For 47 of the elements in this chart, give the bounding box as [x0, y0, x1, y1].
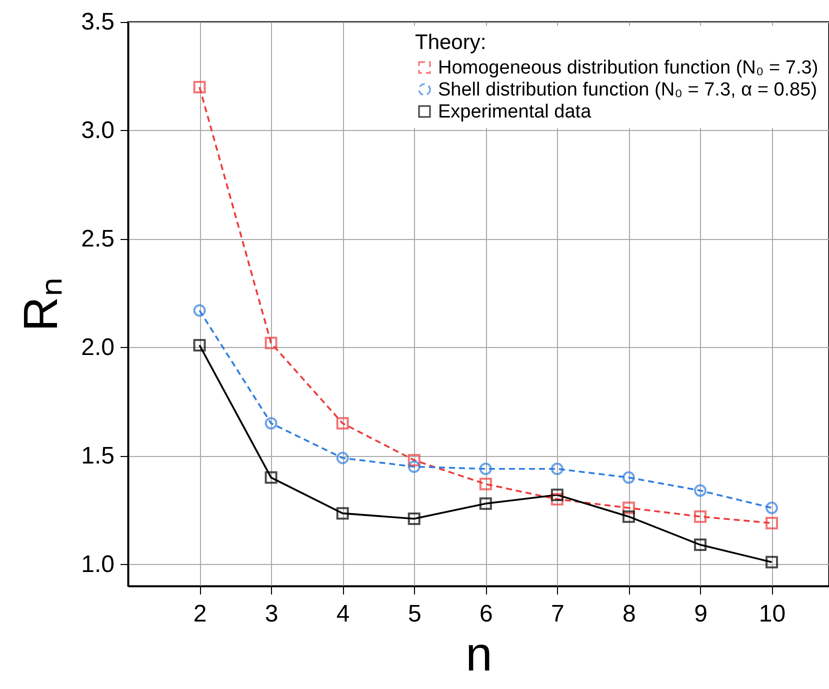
y-tick-label: 3.5	[81, 8, 114, 36]
point	[336, 452, 349, 464]
x-tick-label: 3	[264, 600, 278, 628]
legend-label: Homogeneous distribution function (N₀ = 7.3)	[438, 58, 818, 78]
point	[694, 538, 706, 552]
point	[550, 462, 564, 476]
point	[622, 471, 635, 484]
point	[336, 507, 349, 520]
y-tick-label: 3.0	[81, 116, 114, 144]
point	[550, 488, 564, 502]
point	[408, 454, 420, 466]
x-tick-label: 6	[479, 600, 493, 628]
x-axis-title: n	[466, 628, 492, 682]
y-tick-label: 2.0	[81, 334, 114, 361]
y-tick-label: 1.5	[81, 442, 114, 470]
legend-title: Theory:	[415, 31, 486, 54]
point	[479, 478, 492, 490]
point	[193, 304, 206, 317]
y-tick-label: 1.0	[81, 550, 114, 578]
point	[479, 497, 492, 510]
x-tick-label: 10	[758, 600, 786, 628]
point	[193, 80, 206, 94]
x-tick-label: 8	[622, 600, 636, 628]
point	[336, 417, 349, 430]
point	[766, 516, 778, 530]
y-axis-title: Rₙ	[15, 278, 68, 332]
legend-label: Experimental data	[438, 102, 592, 122]
legend-label: Shell distribution function (N₀ = 7.3, α = 0.85)	[438, 80, 818, 100]
point	[694, 484, 706, 497]
point	[264, 417, 278, 430]
point	[264, 336, 278, 350]
point	[408, 460, 420, 473]
x-tick-label: 5	[408, 600, 422, 628]
point	[694, 510, 706, 523]
point	[193, 338, 206, 352]
point	[408, 512, 420, 525]
y-tick-label: 2.5	[81, 225, 114, 252]
point	[264, 471, 278, 484]
x-tick-label: 7	[551, 600, 564, 628]
point	[622, 510, 635, 523]
point	[766, 502, 778, 514]
point	[479, 462, 492, 476]
point	[622, 502, 635, 514]
x-tick-label: 2	[193, 600, 207, 628]
point	[766, 556, 778, 568]
x-tick-label: 4	[336, 600, 350, 628]
x-tick-label: 9	[694, 600, 708, 628]
